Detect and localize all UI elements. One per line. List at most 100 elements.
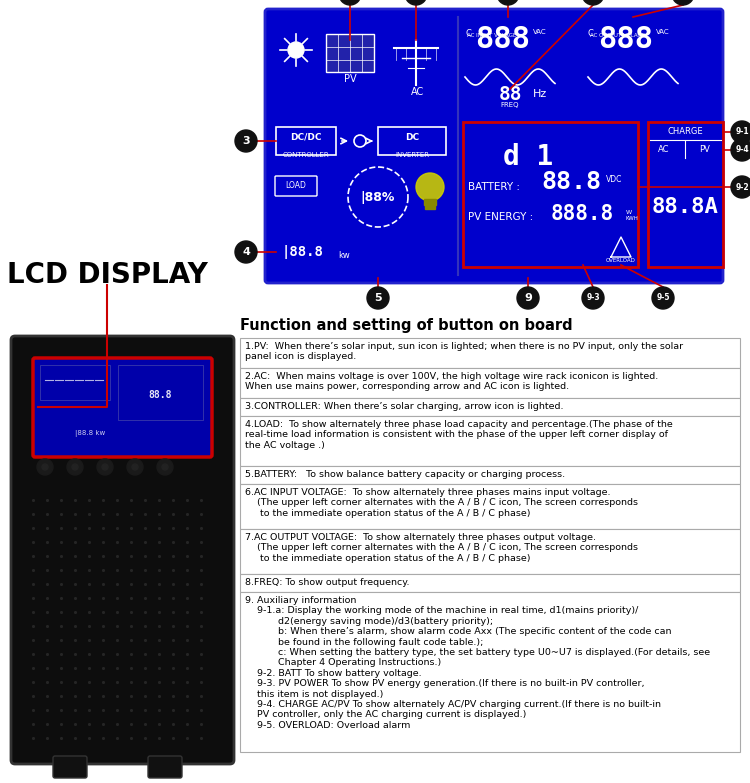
Circle shape bbox=[127, 459, 143, 475]
Text: AC INPUT VOLAGE: AC INPUT VOLAGE bbox=[467, 33, 516, 38]
FancyBboxPatch shape bbox=[118, 365, 203, 420]
Text: 88.8: 88.8 bbox=[148, 390, 172, 400]
FancyBboxPatch shape bbox=[33, 358, 212, 457]
Circle shape bbox=[235, 241, 257, 263]
FancyBboxPatch shape bbox=[148, 756, 182, 778]
Text: C: C bbox=[588, 29, 594, 38]
Text: 3: 3 bbox=[242, 136, 250, 146]
Text: LCD DISPLAY: LCD DISPLAY bbox=[7, 261, 208, 289]
Text: VDC: VDC bbox=[606, 175, 622, 185]
Circle shape bbox=[102, 464, 108, 470]
Text: 88.8: 88.8 bbox=[541, 170, 601, 194]
Bar bbox=[240, 398, 740, 416]
Text: AC: AC bbox=[658, 146, 670, 154]
Text: OVERLOAD: OVERLOAD bbox=[606, 258, 636, 263]
Text: 4: 4 bbox=[242, 247, 250, 257]
Circle shape bbox=[731, 139, 750, 161]
FancyBboxPatch shape bbox=[463, 122, 638, 267]
Bar bbox=[240, 338, 740, 368]
Circle shape bbox=[582, 0, 604, 5]
Circle shape bbox=[235, 130, 257, 152]
Circle shape bbox=[367, 287, 389, 309]
Text: 4.LOAD:  To show alternately three phase load capacity and percentage.(The phase: 4.LOAD: To show alternately three phase … bbox=[245, 420, 673, 449]
Circle shape bbox=[405, 0, 427, 5]
Bar bbox=[240, 529, 740, 574]
Text: VAC: VAC bbox=[533, 29, 547, 35]
Text: 5.BATTERY:   To show balance battery capacity or charging process.: 5.BATTERY: To show balance battery capac… bbox=[245, 470, 566, 479]
Text: FREQ: FREQ bbox=[501, 102, 519, 108]
Text: CONTROLLER: CONTROLLER bbox=[283, 152, 329, 158]
Text: PV ENERGY :: PV ENERGY : bbox=[468, 212, 533, 222]
Text: |88%: |88% bbox=[361, 190, 395, 204]
Bar bbox=[240, 368, 740, 398]
Circle shape bbox=[97, 459, 113, 475]
Text: 888: 888 bbox=[475, 25, 530, 54]
Circle shape bbox=[517, 287, 539, 309]
Text: LOAD: LOAD bbox=[286, 182, 307, 190]
Text: kw: kw bbox=[338, 251, 350, 259]
Text: 5: 5 bbox=[374, 293, 382, 303]
FancyBboxPatch shape bbox=[40, 365, 110, 400]
Text: AC OUTPUT VOLAGE: AC OUTPUT VOLAGE bbox=[590, 33, 645, 38]
Text: Function and setting of button on board: Function and setting of button on board bbox=[240, 318, 573, 333]
Text: INVERTER: INVERTER bbox=[395, 152, 429, 158]
Circle shape bbox=[132, 464, 138, 470]
Circle shape bbox=[72, 464, 78, 470]
Text: 888.8: 888.8 bbox=[551, 204, 614, 224]
Text: 7.AC OUTPUT VOLTAGE:  To show alternately three phases output voltage.
    (The : 7.AC OUTPUT VOLTAGE: To show alternately… bbox=[245, 533, 638, 563]
Text: 9-5: 9-5 bbox=[656, 294, 670, 302]
Text: AC: AC bbox=[411, 87, 424, 97]
FancyBboxPatch shape bbox=[378, 127, 446, 155]
Text: 2.AC:  When mains voltage is over 100V, the high voltage wire rack iconicon is l: 2.AC: When mains voltage is over 100V, t… bbox=[245, 372, 658, 392]
Text: 9-3: 9-3 bbox=[586, 294, 600, 302]
FancyBboxPatch shape bbox=[276, 127, 336, 155]
Circle shape bbox=[37, 459, 53, 475]
FancyBboxPatch shape bbox=[326, 34, 374, 72]
Text: 9. Auxiliary information
    9-1.a: Display the working mode of the machine in r: 9. Auxiliary information 9-1.a: Display … bbox=[245, 596, 710, 730]
Text: 8.FREQ: To show output frequency.: 8.FREQ: To show output frequency. bbox=[245, 578, 410, 587]
Circle shape bbox=[582, 287, 604, 309]
Circle shape bbox=[157, 459, 173, 475]
Circle shape bbox=[42, 464, 48, 470]
Text: VAC: VAC bbox=[656, 29, 670, 35]
Text: 1.PV:  When there’s solar input, sun icon is lighted; when there is no PV input,: 1.PV: When there’s solar input, sun icon… bbox=[245, 342, 683, 362]
FancyBboxPatch shape bbox=[275, 176, 317, 196]
Bar bbox=[240, 484, 740, 529]
Bar bbox=[240, 416, 740, 466]
Text: KWH: KWH bbox=[626, 217, 639, 222]
Circle shape bbox=[67, 459, 83, 475]
Bar bbox=[240, 574, 740, 592]
Text: 888: 888 bbox=[598, 25, 653, 54]
Text: 3.CONTROLLER: When there’s solar charging, arrow icon is lighted.: 3.CONTROLLER: When there’s solar chargin… bbox=[245, 402, 563, 411]
Circle shape bbox=[339, 0, 361, 5]
Circle shape bbox=[672, 0, 694, 5]
Circle shape bbox=[731, 121, 750, 143]
Text: DC/DC: DC/DC bbox=[290, 132, 322, 142]
Text: 9: 9 bbox=[524, 293, 532, 303]
Text: PV: PV bbox=[700, 146, 710, 154]
Text: |88.8: |88.8 bbox=[282, 245, 324, 259]
Bar bbox=[425, 205, 435, 209]
Circle shape bbox=[497, 0, 519, 5]
Text: W: W bbox=[626, 210, 632, 215]
Bar bbox=[240, 592, 740, 752]
Circle shape bbox=[731, 176, 750, 198]
FancyBboxPatch shape bbox=[53, 756, 87, 778]
Bar bbox=[240, 466, 740, 484]
Text: 9-2: 9-2 bbox=[735, 182, 748, 192]
Text: BATTERY :: BATTERY : bbox=[468, 182, 520, 192]
Text: 9-1: 9-1 bbox=[735, 128, 748, 136]
Text: Hz: Hz bbox=[533, 89, 548, 99]
Text: CHARGE: CHARGE bbox=[668, 128, 703, 136]
FancyBboxPatch shape bbox=[265, 9, 723, 283]
FancyBboxPatch shape bbox=[648, 122, 723, 267]
Circle shape bbox=[652, 287, 674, 309]
FancyBboxPatch shape bbox=[11, 336, 234, 764]
Text: DC: DC bbox=[405, 132, 419, 142]
Circle shape bbox=[416, 173, 444, 201]
Text: 88: 88 bbox=[498, 85, 522, 103]
Text: 88.8A: 88.8A bbox=[652, 197, 718, 217]
Text: |88.8 kw: |88.8 kw bbox=[75, 430, 105, 437]
Text: 6.AC INPUT VOLTAGE:  To show alternately three phases mains input voltage.
    (: 6.AC INPUT VOLTAGE: To show alternately … bbox=[245, 488, 638, 518]
Bar bbox=[424, 199, 436, 205]
